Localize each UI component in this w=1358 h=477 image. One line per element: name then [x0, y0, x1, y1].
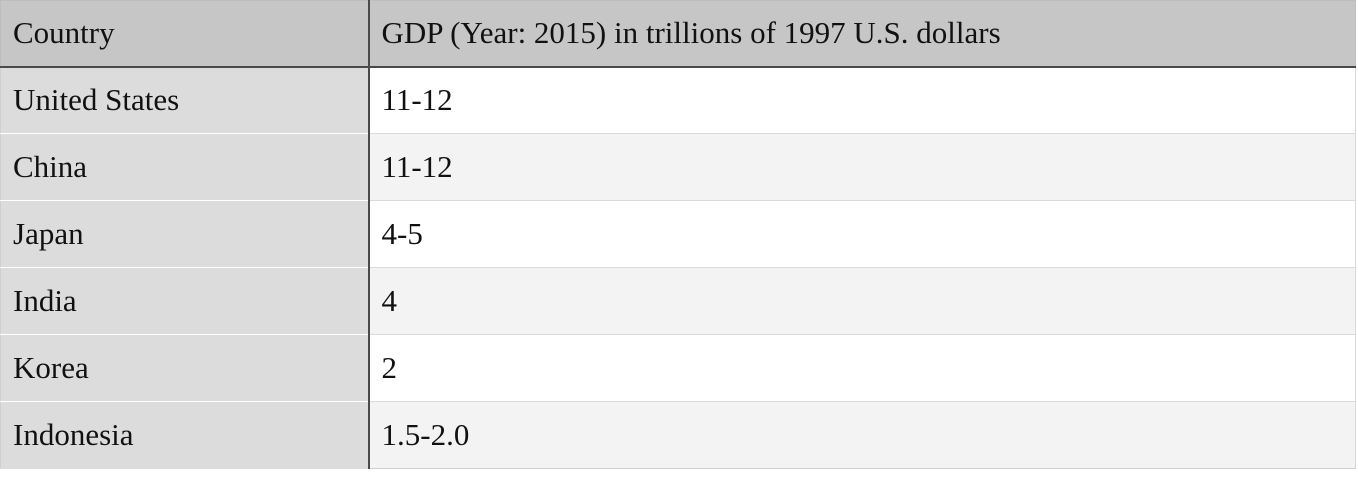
header-country: Country — [0, 0, 370, 68]
gdp-cell: 4-5 — [368, 200, 1356, 268]
table-row: Indonesia 1.5-2.0 — [0, 401, 1356, 469]
country-cell: Indonesia — [0, 401, 370, 469]
table-row: Korea 2 — [0, 334, 1356, 402]
table-body: United States 11-12 China 11-12 Japan 4-… — [0, 66, 1356, 469]
country-cell: United States — [0, 66, 370, 134]
country-cell: Japan — [0, 200, 370, 268]
country-cell: Korea — [0, 334, 370, 402]
gdp-cell: 11-12 — [368, 66, 1356, 134]
table-row: Japan 4-5 — [0, 200, 1356, 268]
table-header: Country GDP (Year: 2015) in trillions of… — [0, 0, 1356, 68]
header-gdp: GDP (Year: 2015) in trillions of 1997 U.… — [368, 0, 1356, 68]
gdp-cell: 4 — [368, 267, 1356, 335]
country-cell: India — [0, 267, 370, 335]
header-row: Country GDP (Year: 2015) in trillions of… — [0, 0, 1356, 68]
table-row: China 11-12 — [0, 133, 1356, 201]
table-row: United States 11-12 — [0, 66, 1356, 134]
table-row: India 4 — [0, 267, 1356, 335]
gdp-cell: 11-12 — [368, 133, 1356, 201]
gdp-cell: 2 — [368, 334, 1356, 402]
gdp-cell: 1.5-2.0 — [368, 401, 1356, 469]
country-cell: China — [0, 133, 370, 201]
